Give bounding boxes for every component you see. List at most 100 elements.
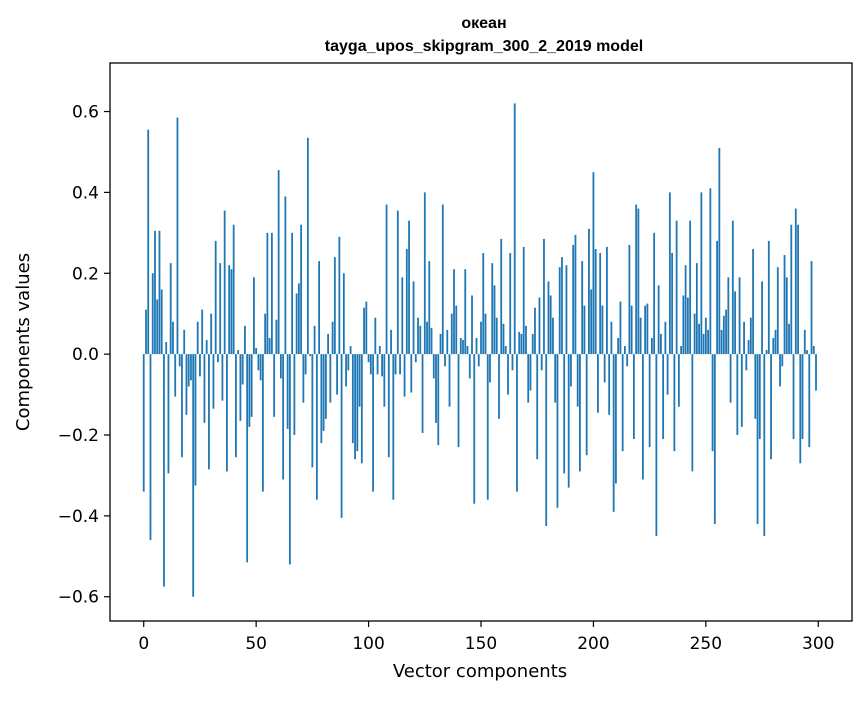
bar bbox=[552, 317, 554, 355]
bar bbox=[801, 354, 804, 440]
bar bbox=[511, 354, 514, 371]
bar bbox=[430, 327, 433, 355]
bar bbox=[740, 354, 743, 427]
bar bbox=[340, 354, 343, 518]
bar bbox=[214, 240, 217, 355]
bar bbox=[597, 354, 599, 413]
bar bbox=[720, 329, 723, 355]
bar bbox=[743, 321, 745, 355]
bar bbox=[311, 354, 314, 468]
bar bbox=[223, 210, 226, 355]
bar bbox=[684, 265, 687, 355]
bar bbox=[253, 277, 255, 355]
bar bbox=[426, 321, 428, 355]
bar bbox=[185, 354, 188, 415]
bar bbox=[567, 354, 570, 488]
bar bbox=[603, 354, 606, 383]
bar bbox=[495, 317, 498, 355]
bar bbox=[738, 277, 741, 355]
bar bbox=[212, 354, 215, 409]
bar bbox=[165, 342, 168, 355]
bar bbox=[810, 261, 813, 355]
bar bbox=[257, 354, 260, 371]
y-tick-label: 0.0 bbox=[72, 345, 99, 365]
bar bbox=[704, 317, 707, 355]
bar bbox=[473, 354, 476, 504]
bar bbox=[282, 354, 285, 480]
bar bbox=[776, 267, 779, 355]
bar bbox=[693, 313, 696, 355]
bar bbox=[441, 204, 444, 355]
bar bbox=[183, 329, 186, 355]
bar bbox=[525, 325, 527, 355]
bar bbox=[284, 196, 287, 355]
bar bbox=[417, 317, 419, 355]
bar bbox=[259, 354, 262, 381]
bar bbox=[588, 228, 590, 355]
bar bbox=[522, 246, 525, 355]
bar bbox=[432, 354, 435, 379]
y-tick-label: −0.2 bbox=[58, 426, 99, 446]
bar bbox=[297, 283, 300, 355]
bar bbox=[477, 354, 480, 367]
bar bbox=[615, 354, 617, 484]
bar bbox=[702, 333, 705, 355]
bar bbox=[446, 329, 449, 355]
bar bbox=[493, 285, 496, 355]
bar bbox=[315, 354, 318, 500]
bar bbox=[561, 257, 563, 355]
bar bbox=[196, 321, 199, 355]
bar bbox=[765, 350, 768, 355]
bar bbox=[250, 354, 253, 417]
bar bbox=[543, 238, 545, 355]
bar bbox=[356, 354, 359, 452]
bar bbox=[444, 354, 446, 367]
bar bbox=[318, 261, 321, 355]
bar bbox=[520, 333, 523, 355]
bar bbox=[529, 354, 532, 391]
bar bbox=[158, 230, 161, 355]
bar bbox=[713, 354, 716, 524]
bar bbox=[324, 354, 327, 419]
bar bbox=[268, 337, 271, 355]
bar bbox=[399, 354, 401, 375]
bar bbox=[178, 354, 181, 367]
bar bbox=[304, 354, 307, 375]
bar bbox=[149, 354, 152, 541]
bar bbox=[583, 305, 586, 355]
bar bbox=[668, 192, 671, 355]
bar bbox=[509, 253, 512, 355]
x-tick-label: 50 bbox=[245, 634, 267, 654]
bar bbox=[806, 350, 808, 355]
bar bbox=[671, 253, 674, 355]
bar bbox=[779, 354, 781, 387]
bar bbox=[500, 238, 503, 355]
bar bbox=[192, 354, 195, 597]
bar bbox=[527, 354, 530, 403]
bar bbox=[606, 246, 608, 355]
bar bbox=[264, 313, 267, 355]
x-tick-label: 250 bbox=[690, 634, 722, 654]
bar bbox=[190, 354, 192, 381]
bar bbox=[585, 354, 588, 456]
bar bbox=[698, 323, 700, 355]
bar bbox=[329, 354, 332, 403]
y-axis-label: Components values bbox=[13, 253, 34, 431]
bar bbox=[181, 354, 183, 458]
bar bbox=[338, 236, 341, 355]
bar bbox=[194, 354, 197, 486]
bar bbox=[770, 354, 772, 460]
bar bbox=[363, 307, 365, 355]
bar bbox=[563, 354, 566, 474]
bar bbox=[336, 354, 338, 395]
bar bbox=[376, 354, 379, 375]
bar bbox=[725, 309, 727, 355]
bar bbox=[666, 354, 669, 395]
bar bbox=[383, 354, 386, 407]
y-tick-label: 0.2 bbox=[72, 264, 99, 284]
bar bbox=[507, 354, 509, 395]
bar bbox=[358, 354, 361, 407]
bar bbox=[576, 354, 579, 407]
bar bbox=[788, 323, 790, 355]
bar bbox=[408, 220, 410, 355]
